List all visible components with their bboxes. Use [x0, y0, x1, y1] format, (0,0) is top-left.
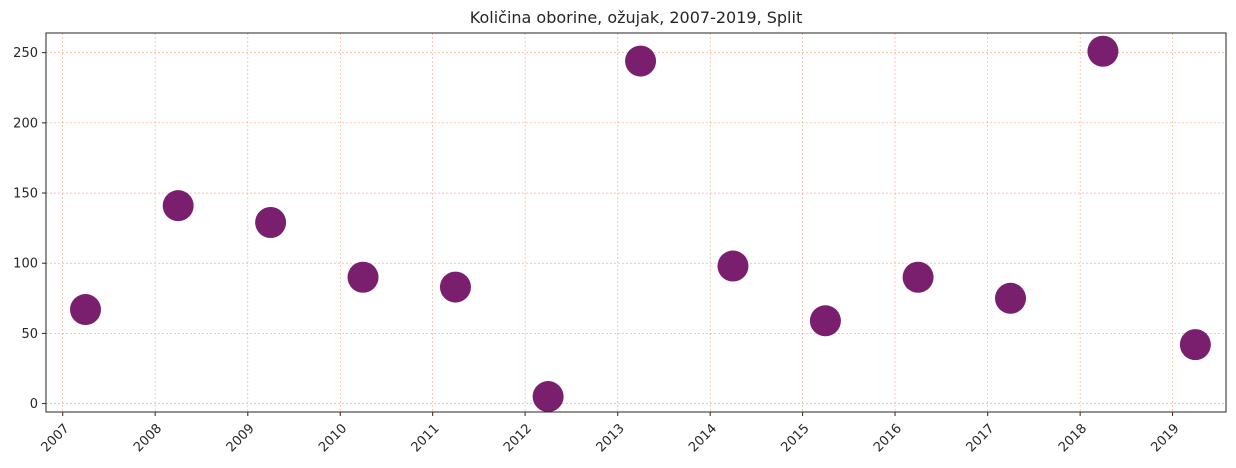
- x-tick-label: 2018: [1056, 421, 1090, 455]
- data-point: [1087, 35, 1119, 67]
- x-tick-label: 2010: [316, 421, 350, 455]
- x-tick-label: 2008: [131, 421, 165, 455]
- grid: [46, 33, 1226, 412]
- y-tick-label: 0: [30, 397, 38, 412]
- x-tick-label: 2019: [1148, 421, 1182, 455]
- y-tick-label: 150: [13, 187, 38, 202]
- data-points: [70, 35, 1211, 413]
- data-point: [162, 190, 194, 222]
- y-tick-label: 50: [21, 327, 38, 342]
- x-tick-label: 2007: [39, 421, 73, 455]
- x-tick-label: 2012: [501, 421, 535, 455]
- data-point: [717, 250, 749, 282]
- data-point: [625, 45, 657, 77]
- x-tick-label: 2009: [224, 421, 258, 455]
- x-tick-label: 2015: [779, 421, 813, 455]
- x-tick-label: 2014: [686, 421, 720, 455]
- y-tick-label: 100: [13, 257, 38, 272]
- axes: 0 50 100 150 200 250 2007 2008 2009 2010 2011 2012 2…: [13, 46, 1182, 455]
- chart-title: Količina oborine, ožujak, 2007-2019, Spl…: [470, 8, 802, 27]
- data-point: [347, 261, 379, 293]
- data-point: [902, 261, 934, 293]
- data-point: [995, 282, 1027, 314]
- data-point: [532, 381, 564, 413]
- data-point: [255, 207, 287, 238]
- data-point: [70, 294, 102, 326]
- x-tick-label: 2017: [964, 421, 998, 455]
- x-tick-label: 2016: [871, 421, 905, 455]
- x-tick-label: 2011: [409, 421, 443, 455]
- y-tick-label: 200: [13, 116, 38, 131]
- data-point: [1179, 329, 1211, 361]
- plot-frame: [45, 32, 1227, 413]
- x-tick-label: 2013: [594, 421, 628, 455]
- y-tick-label: 250: [13, 46, 38, 61]
- data-point: [809, 305, 841, 337]
- data-point: [439, 271, 471, 303]
